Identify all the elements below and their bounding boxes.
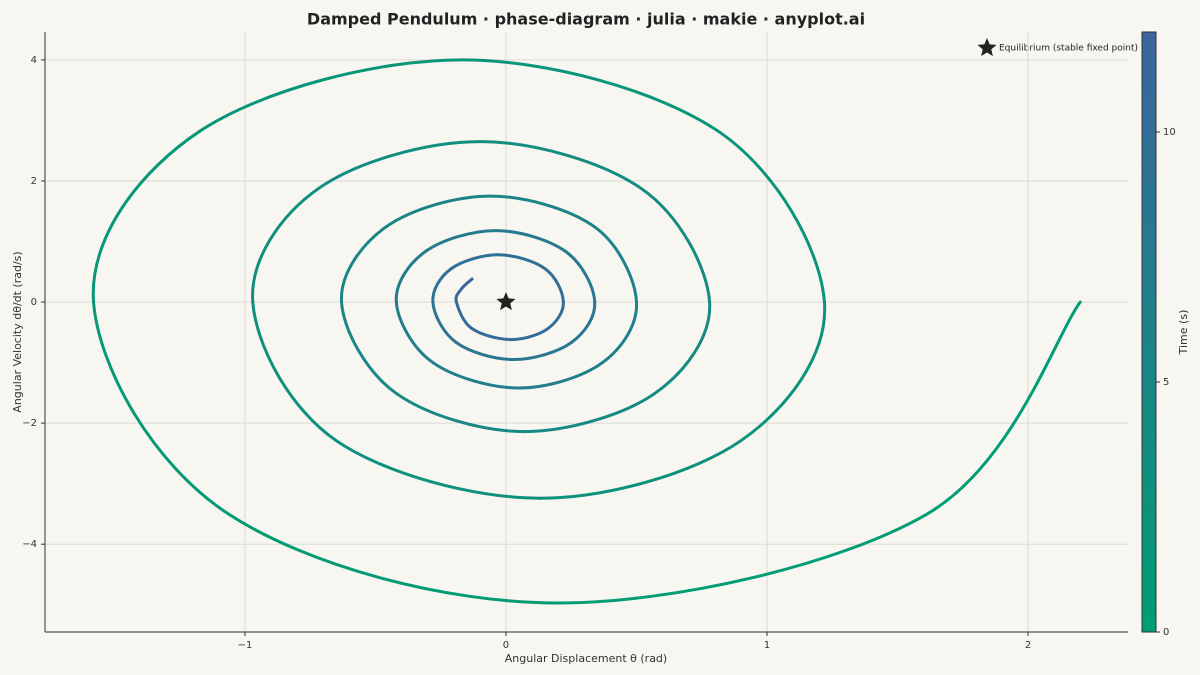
chart-title: Damped Pendulum · phase-diagram · julia … <box>307 10 865 29</box>
trajectory-segment <box>251 300 338 443</box>
x-tick-label: 0 <box>503 640 509 651</box>
trajectory-segment <box>924 300 1082 517</box>
trajectory-segment <box>564 250 597 304</box>
trajectory-segment <box>384 194 492 229</box>
y-tick-label: 2 <box>31 176 37 187</box>
trajectory-segment <box>494 229 568 254</box>
trajectory-segment <box>340 225 388 304</box>
trajectory-segment <box>316 140 482 191</box>
trajectory-segment <box>199 58 464 133</box>
y-tick-label: −2 <box>22 418 37 429</box>
trajectory-segment <box>546 300 565 331</box>
legend-marker <box>977 38 997 57</box>
trajectory-segment <box>460 277 474 291</box>
trajectory-segment <box>739 300 827 443</box>
y-tick-label: 0 <box>31 297 37 308</box>
trajectory-segment <box>488 194 597 229</box>
trajectory-segment <box>394 250 427 304</box>
trajectory-segment <box>653 300 712 395</box>
y-tick-label: −4 <box>22 539 37 550</box>
colorbar-tick-label: 10 <box>1163 127 1176 138</box>
trajectory-segment <box>601 300 638 365</box>
colorbar <box>1141 31 1157 633</box>
trajectory-segment <box>91 129 203 304</box>
trajectory-segment <box>340 300 398 395</box>
x-tick-label: 2 <box>1025 640 1031 651</box>
colorbar-tick-label: 0 <box>1163 627 1169 638</box>
trajectory-segment <box>509 327 550 342</box>
trajectory-segment <box>334 439 542 500</box>
equilibrium-marker <box>496 292 516 311</box>
trajectory-segment <box>543 267 565 304</box>
x-tick-label: 1 <box>764 640 770 651</box>
colorbar-tick-label: 5 <box>1163 377 1169 388</box>
trajectory-segment <box>538 439 743 500</box>
colorbar-label: Time (s) <box>1177 310 1190 356</box>
trajectory-segment <box>431 300 458 345</box>
trajectory-segment <box>227 513 560 605</box>
legend-label: Equilibrium (stable fixed point) <box>999 44 1138 54</box>
trajectory-segment <box>569 300 597 345</box>
x-axis-label: Angular Displacement θ (rad) <box>505 652 667 665</box>
y-axis-label: Angular Velocity dθ/dt (rad/s) <box>11 251 24 412</box>
trajectory-segment <box>522 391 657 434</box>
trajectory-segment <box>431 267 453 304</box>
trajectory-segment <box>454 341 516 362</box>
trajectory-segment <box>478 140 644 191</box>
trajectory-segment <box>512 341 573 362</box>
trajectory-segment <box>454 300 474 331</box>
trajectory-segment <box>593 225 638 304</box>
trajectory-segment <box>92 300 231 517</box>
trajectory-segment <box>394 391 526 434</box>
trajectory-segment <box>556 513 928 605</box>
trajectory-segment <box>431 361 521 390</box>
trajectory-segment <box>449 253 500 271</box>
trajectory-segment <box>251 187 320 304</box>
trajectory-segment <box>423 229 498 254</box>
trajectory-segment <box>715 129 826 304</box>
trajectory-segment <box>640 187 712 304</box>
trajectory-segment <box>470 327 513 342</box>
x-tick-label: −1 <box>238 640 253 651</box>
trajectory-segment <box>496 253 547 271</box>
y-tick-label: 4 <box>31 55 37 66</box>
trajectory-segment <box>517 361 605 390</box>
trajectory-segment <box>394 300 435 365</box>
trajectory-segment <box>460 58 719 133</box>
